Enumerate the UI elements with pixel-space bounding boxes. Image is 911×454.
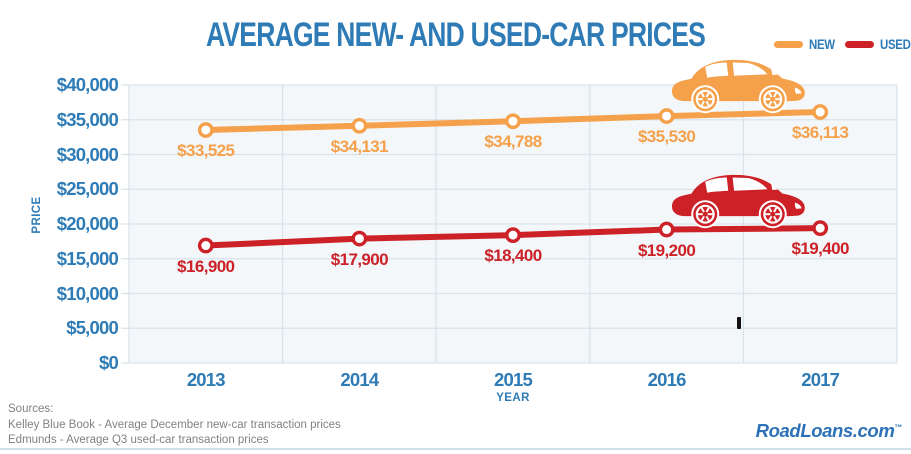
x-axis-title: YEAR [496, 392, 530, 404]
roadloans-logo: RoadLoans.com™ [755, 420, 903, 442]
sources-heading: Sources: [8, 403, 54, 415]
used-car-icon [671, 174, 805, 229]
y-tick-label: $30,000 [56, 143, 119, 165]
data-point-marker [658, 221, 675, 238]
x-tick-label: 2015 [494, 369, 533, 390]
trademark-mark: ™ [894, 422, 902, 432]
data-point-marker [812, 104, 829, 120]
legend-used-label: USED [880, 37, 911, 52]
data-point-marker [658, 108, 675, 124]
chart-title: AVERAGE NEW- AND USED-CAR PRICES [205, 16, 706, 54]
wheel-icon [758, 200, 787, 229]
x-tick-label: 2016 [647, 369, 687, 390]
wheel-icon [758, 85, 787, 114]
y-tick-label: $40,000 [56, 74, 119, 95]
data-point-marker [505, 113, 521, 130]
y-tick-label: $5,000 [66, 317, 119, 339]
legend-used-swatch [845, 41, 875, 48]
brand-text: RoadLoans.com [755, 420, 895, 441]
x-tick-label: 2014 [340, 369, 379, 390]
x-tick-label: 2017 [801, 369, 840, 390]
y-tick-label: $35,000 [56, 108, 119, 130]
y-tick-label: $20,000 [56, 213, 119, 234]
y-tick-label: $25,000 [56, 178, 119, 200]
data-label: $18,400 [484, 246, 542, 266]
data-point-marker [812, 220, 829, 237]
legend-new-label: NEW [809, 37, 835, 52]
y-tick-label: $10,000 [56, 282, 119, 304]
data-label: $19,400 [791, 239, 850, 259]
source-line: Edmunds - Average Q3 used-car transactio… [8, 434, 269, 447]
source-line: Kelley Blue Book - Average December new-… [8, 418, 341, 431]
data-label: $16,900 [177, 256, 235, 276]
new-car-icon [671, 59, 805, 114]
data-point-marker [197, 122, 214, 138]
wheel-icon [691, 85, 720, 114]
data-point-marker [505, 227, 521, 244]
legend: NEW USED [774, 37, 911, 52]
legend-new-swatch [774, 41, 803, 48]
cursor-artifact [737, 317, 741, 329]
data-label: $19,200 [637, 240, 696, 260]
data-point-marker [351, 230, 368, 247]
data-point-marker [197, 237, 214, 254]
bottom-divider [0, 448, 911, 450]
data-point-marker [351, 117, 368, 134]
data-label: $33,525 [177, 141, 235, 160]
y-tick-label: $15,000 [56, 247, 119, 269]
y-tick-label: $0 [99, 352, 119, 373]
sources-note: Sources: Kelley Blue Book - Average Dece… [8, 402, 341, 449]
x-tick-label: 2013 [186, 369, 226, 390]
data-label: $17,900 [330, 249, 389, 269]
data-label: $34,788 [484, 132, 542, 152]
wheel-icon [691, 200, 720, 229]
data-label: $35,530 [637, 127, 696, 147]
data-label: $34,131 [330, 136, 389, 156]
data-label: $36,113 [792, 123, 849, 142]
